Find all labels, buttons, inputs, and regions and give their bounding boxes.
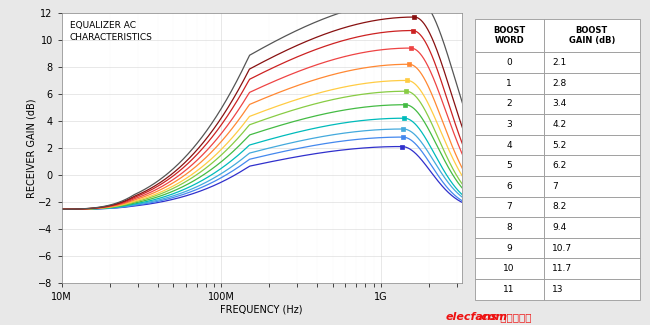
Bar: [474, 197, 543, 217]
Bar: [543, 258, 640, 279]
Text: 7: 7: [552, 182, 558, 191]
Bar: [474, 73, 543, 94]
Text: 3: 3: [506, 120, 512, 129]
Bar: [543, 217, 640, 238]
Text: 6.2: 6.2: [552, 161, 566, 170]
Text: 3.4: 3.4: [552, 99, 566, 109]
Bar: [474, 258, 543, 279]
Text: 11: 11: [503, 285, 515, 294]
Text: EQUALIZER AC
CHARACTERISTICS: EQUALIZER AC CHARACTERISTICS: [70, 21, 153, 42]
Text: 2.8: 2.8: [552, 79, 566, 88]
Bar: [474, 135, 543, 155]
Bar: [474, 279, 543, 300]
Bar: [543, 176, 640, 197]
Bar: [543, 279, 640, 300]
Bar: [543, 73, 640, 94]
Text: 10.7: 10.7: [552, 244, 573, 253]
Text: 4.2: 4.2: [552, 120, 566, 129]
Bar: [543, 155, 640, 176]
Bar: [474, 19, 543, 53]
Text: elecfans: elecfans: [445, 312, 498, 322]
Bar: [474, 217, 543, 238]
Bar: [543, 19, 640, 53]
Bar: [543, 135, 640, 155]
Text: 13: 13: [552, 285, 564, 294]
Text: 电子发烧友: 电子发烧友: [497, 312, 532, 322]
Text: 5.2: 5.2: [552, 141, 566, 150]
Bar: [474, 176, 543, 197]
Text: 8: 8: [506, 223, 512, 232]
Text: 6: 6: [506, 182, 512, 191]
Text: BOOST
WORD: BOOST WORD: [493, 26, 525, 46]
Bar: [474, 238, 543, 258]
Text: 5: 5: [506, 161, 512, 170]
Bar: [543, 53, 640, 73]
Bar: [474, 155, 543, 176]
Text: 11.7: 11.7: [552, 264, 573, 273]
Text: 2.1: 2.1: [552, 58, 566, 67]
Bar: [543, 197, 640, 217]
Bar: [543, 238, 640, 258]
Bar: [474, 53, 543, 73]
X-axis label: FREQUENCY (Hz): FREQUENCY (Hz): [220, 305, 303, 315]
Text: BOOST
GAIN (dB): BOOST GAIN (dB): [569, 26, 615, 46]
Bar: [474, 94, 543, 114]
Text: 8.2: 8.2: [552, 202, 566, 212]
Text: 9.4: 9.4: [552, 223, 566, 232]
Bar: [543, 94, 640, 114]
Text: .com: .com: [478, 312, 508, 322]
Text: 9: 9: [506, 244, 512, 253]
Text: 0: 0: [506, 58, 512, 67]
Text: 7: 7: [506, 202, 512, 212]
Text: 2: 2: [506, 99, 512, 109]
Text: 4: 4: [506, 141, 512, 150]
Text: 10: 10: [503, 264, 515, 273]
Y-axis label: RECEIVER GAIN (dB): RECEIVER GAIN (dB): [27, 98, 37, 198]
Bar: [543, 114, 640, 135]
Bar: [474, 114, 543, 135]
Text: 1: 1: [506, 79, 512, 88]
